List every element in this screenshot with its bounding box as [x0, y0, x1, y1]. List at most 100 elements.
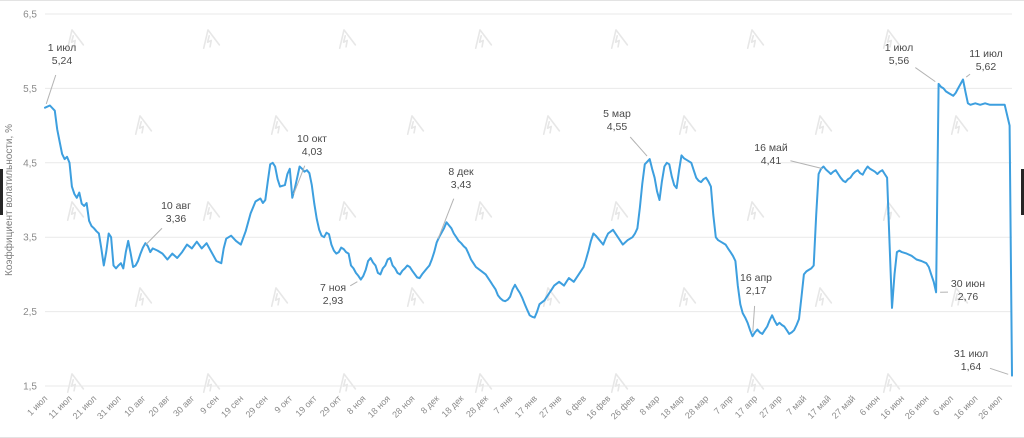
annotation-connector — [915, 67, 936, 83]
x-tick-label: 28 мар — [683, 393, 710, 420]
forklog-logo-icon — [474, 201, 493, 221]
x-tick-label: 18 дек — [440, 393, 466, 419]
forklog-logo-icon — [270, 115, 289, 135]
annotation-value: 2,93 — [323, 295, 344, 307]
annotation-value: 5,56 — [889, 55, 910, 67]
x-tick-label: 28 ноя — [390, 393, 417, 420]
y-tick-label: 3,5 — [23, 233, 37, 244]
x-tick-label: 26 июл — [976, 393, 1004, 421]
annotation-value: 4,55 — [607, 121, 628, 133]
x-tick-label: 8 ноя — [345, 393, 368, 416]
forklog-logo-icon — [406, 287, 425, 307]
annotation-connector — [629, 136, 648, 157]
forklog-logo-icon — [882, 201, 901, 221]
x-tick-label: 28 дек — [464, 393, 490, 419]
forklog-logo-icon — [270, 287, 289, 307]
x-tick-label: 8 дек — [419, 393, 441, 415]
left-edge-artifact — [0, 169, 3, 215]
annotation-date: 10 окт — [297, 133, 327, 145]
annotation-value: 2,76 — [958, 291, 979, 303]
x-tick-label: 30 авг — [171, 393, 197, 419]
annotation-value: 5,62 — [976, 61, 997, 73]
y-tick-label: 5,5 — [23, 84, 37, 95]
series-line — [44, 78, 1013, 377]
annotation-date: 5 мар — [603, 108, 631, 120]
annotation-value: 5,24 — [52, 55, 73, 67]
y-axis-title: Коэффициент волатильности, % — [3, 124, 15, 276]
annotation-date: 30 июн — [951, 278, 985, 290]
forklog-logo-icon — [134, 115, 153, 135]
forklog-logo-icon — [66, 373, 85, 393]
forklog-logo-icon — [950, 115, 969, 135]
x-tick-label: 20 авг — [147, 393, 173, 419]
annotation-date: 16 апр — [740, 272, 772, 284]
annotation-date: 8 дек — [448, 166, 474, 178]
y-tick-label: 6,5 — [23, 10, 37, 21]
forklog-logo-icon — [202, 29, 221, 49]
annotation-connector — [145, 227, 163, 246]
forklog-logo-icon — [202, 201, 221, 221]
annotation-date: 11 июл — [969, 48, 1002, 60]
x-tick-label: 16 июн — [878, 393, 906, 421]
annotation-value: 3,43 — [451, 179, 472, 191]
annotation-value: 4,03 — [302, 146, 323, 158]
forklog-logo-icon — [678, 115, 697, 135]
annotation-date: 10 авг — [161, 200, 191, 212]
x-tick-label: 27 апр — [757, 393, 783, 419]
annotation-connector — [349, 281, 358, 287]
forklog-logo-icon — [134, 287, 153, 307]
x-tick-label: 10 авг — [122, 393, 148, 419]
y-tick-label: 1,5 — [23, 382, 37, 393]
annotation-connector — [293, 165, 306, 195]
forklog-logo-icon — [338, 373, 357, 393]
x-tick-label: 7 янв — [492, 393, 515, 416]
x-tick-label: 18 ноя — [366, 393, 393, 420]
forklog-logo-icon — [338, 201, 357, 221]
annotation-connector — [965, 73, 971, 78]
x-tick-label: 31 июл — [95, 393, 123, 421]
forklog-logo-icon — [882, 373, 901, 393]
forklog-logo-icon — [678, 287, 697, 307]
forklog-logo-icon — [814, 115, 833, 135]
x-tick-label: 17 май — [805, 393, 832, 420]
x-tick-label: 16 фев — [584, 393, 612, 421]
forklog-logo-icon — [610, 373, 629, 393]
x-tick-label: 26 июн — [903, 393, 931, 421]
forklog-logo-icon — [610, 201, 629, 221]
x-tick-label: 21 июл — [71, 393, 99, 421]
annotation-connector — [752, 305, 756, 333]
x-tick-label: 26 фев — [609, 393, 637, 421]
x-tick-label: 9 окт — [273, 393, 295, 415]
annotation-value: 4,41 — [761, 155, 782, 167]
x-tick-label: 17 апр — [733, 393, 759, 419]
watermark-layer — [66, 29, 969, 393]
forklog-logo-icon — [746, 373, 765, 393]
annotation-connector — [989, 367, 1009, 375]
annotation-date: 16 май — [754, 142, 788, 154]
x-tick-label: 19 сен — [219, 393, 245, 419]
forklog-logo-icon — [814, 287, 833, 307]
forklog-logo-icon — [66, 29, 85, 49]
forklog-logo-icon — [746, 201, 765, 221]
annotation-date: 1 июл — [48, 42, 76, 54]
annotation-connector — [45, 74, 57, 105]
y-tick-label: 2,5 — [23, 307, 37, 318]
forklog-logo-icon — [950, 287, 969, 307]
forklog-logo-icon — [338, 29, 357, 49]
x-tick-label: 29 окт — [318, 393, 343, 418]
right-edge-artifact — [1021, 169, 1024, 215]
annotation-date: 1 июл — [885, 42, 913, 54]
forklog-logo-icon — [474, 373, 493, 393]
x-tick-label: 17 янв — [513, 393, 539, 419]
x-tick-label: 18 мар — [659, 393, 686, 420]
x-tick-label: 19 окт — [293, 393, 318, 418]
forklog-logo-icon — [542, 287, 561, 307]
forklog-logo-icon — [66, 201, 85, 221]
forklog-logo-icon — [882, 29, 901, 49]
x-tick-label: 9 сен — [198, 393, 221, 416]
forklog-logo-icon — [542, 115, 561, 135]
forklog-logo-icon — [610, 29, 629, 49]
forklog-logo-icon — [202, 373, 221, 393]
forklog-logo-icon — [474, 29, 493, 49]
